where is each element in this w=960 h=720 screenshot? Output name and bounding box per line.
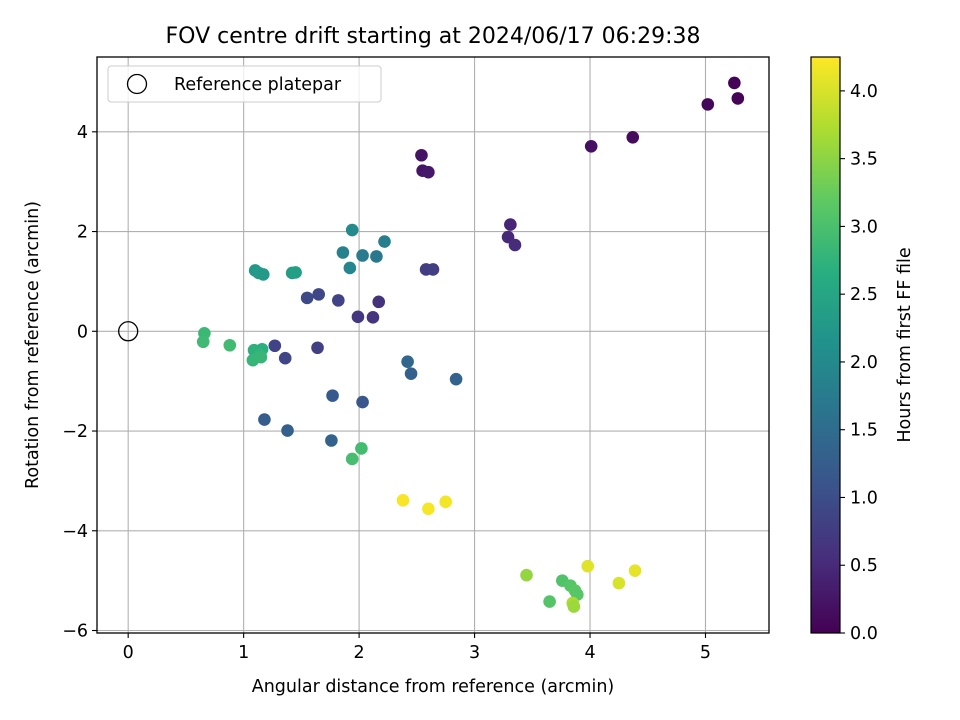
y-tick-label: 4 <box>77 123 88 143</box>
scatter-point <box>223 338 237 352</box>
scatter-point <box>378 235 391 248</box>
scatter-point <box>404 367 418 380</box>
scatter-point <box>370 250 383 263</box>
scatter-point <box>312 288 325 301</box>
x-tick-label: 0 <box>123 643 134 663</box>
y-axis-label: Rotation from reference (arcmin) <box>23 201 43 489</box>
scatter-point <box>731 92 745 105</box>
scatter-point <box>701 98 715 111</box>
scatter-point <box>196 335 210 349</box>
scatter-point <box>268 339 282 353</box>
y-tick-label: 2 <box>77 223 88 243</box>
colorbar-tick-label: 0.0 <box>850 624 878 644</box>
colorbar-tick-label: 2.5 <box>850 285 878 305</box>
reference-platepar-marker <box>118 321 139 342</box>
colorbar-tick-label: 4.0 <box>850 82 878 102</box>
reference-point <box>118 321 139 342</box>
scatter-point <box>415 148 428 162</box>
x-tick-label: 5 <box>700 643 711 663</box>
colorbar-tick-label: 0.5 <box>850 556 878 576</box>
scatter-point <box>300 291 314 305</box>
scatter-point <box>281 424 294 437</box>
colorbar: 0.0 0.5 1.0 1.5 2.0 2.5 3.0 3.5 4.0 Hours from f… <box>810 56 915 644</box>
scatter-point <box>449 372 463 386</box>
x-tick-label: 2 <box>354 643 365 663</box>
scatter-point <box>311 341 324 355</box>
scatter-point <box>504 218 517 231</box>
colorbar-tick-label: 3.5 <box>850 150 878 170</box>
scatter-point <box>372 295 386 309</box>
x-tick-label: 3 <box>469 643 480 663</box>
scatter-point <box>567 600 581 613</box>
scatter-point <box>628 564 642 577</box>
colorbar-tick-label: 1.0 <box>850 488 878 508</box>
x-tick-label: 1 <box>238 643 249 663</box>
scatter-point <box>581 559 595 573</box>
scatter-point <box>256 268 270 281</box>
scatter-point <box>326 389 339 402</box>
y-tick-label: −2 <box>62 422 88 442</box>
scatter-point <box>612 576 626 590</box>
scatter-point <box>356 395 369 409</box>
scatter-point <box>332 294 345 307</box>
scatter-point <box>278 351 292 365</box>
x-tick-label: 4 <box>584 643 595 663</box>
scatter-point <box>520 568 533 582</box>
scatter-point <box>728 76 741 90</box>
colorbar-label: Hours from first FF file <box>895 247 915 442</box>
scatter-point <box>336 246 350 259</box>
scatter-point <box>439 495 453 509</box>
legend-entry-reference-platepar: Reference platepar <box>174 75 342 95</box>
scatter-point <box>289 266 302 279</box>
plot-area-frame <box>96 56 770 634</box>
y-tick-label: 0 <box>77 322 88 342</box>
colorbar-tick-label: 3.0 <box>850 217 878 237</box>
scatter-point <box>401 355 414 369</box>
legend-marker <box>126 73 148 95</box>
scatter-point <box>343 261 357 275</box>
scatter-point <box>345 452 359 466</box>
scatter-point <box>426 263 440 276</box>
y-axis-ticks: −6 −4 −2 0 2 4 <box>62 123 97 642</box>
scatter-point <box>345 223 359 237</box>
scatter-point <box>355 442 368 455</box>
scatter-point <box>356 249 369 262</box>
colorbar-tick-label: 2.0 <box>850 353 878 373</box>
scatter-point <box>258 413 271 426</box>
scatter-point <box>422 502 435 516</box>
scatter-point <box>351 310 365 324</box>
scatter-point <box>543 595 556 608</box>
scatter-point <box>325 434 338 447</box>
scatter-point <box>422 165 435 179</box>
scatter-point <box>626 130 640 144</box>
y-tick-label: −4 <box>62 522 88 542</box>
chart-title: FOV centre drift starting at 2024/06/17 … <box>166 24 701 49</box>
grid-lines <box>97 57 769 633</box>
colorbar-tick-label: 1.5 <box>850 421 878 441</box>
scatter-point <box>366 311 380 324</box>
x-axis-ticks: 0 1 2 3 4 5 <box>123 633 711 663</box>
y-tick-label: −6 <box>62 622 88 642</box>
colorbar-gradient <box>810 56 841 634</box>
scatter-points <box>196 76 745 613</box>
legend-box <box>107 65 382 103</box>
scatter-point <box>396 494 410 507</box>
scatter-point <box>254 350 268 364</box>
legend: Reference platepar <box>107 65 382 103</box>
colorbar-ticks: 0.0 0.5 1.0 1.5 2.0 2.5 3.0 3.5 4.0 <box>840 82 878 644</box>
scatter-point <box>584 139 598 153</box>
x-axis-label: Angular distance from reference (arcmin) <box>252 677 615 697</box>
scatter-point <box>508 238 522 252</box>
